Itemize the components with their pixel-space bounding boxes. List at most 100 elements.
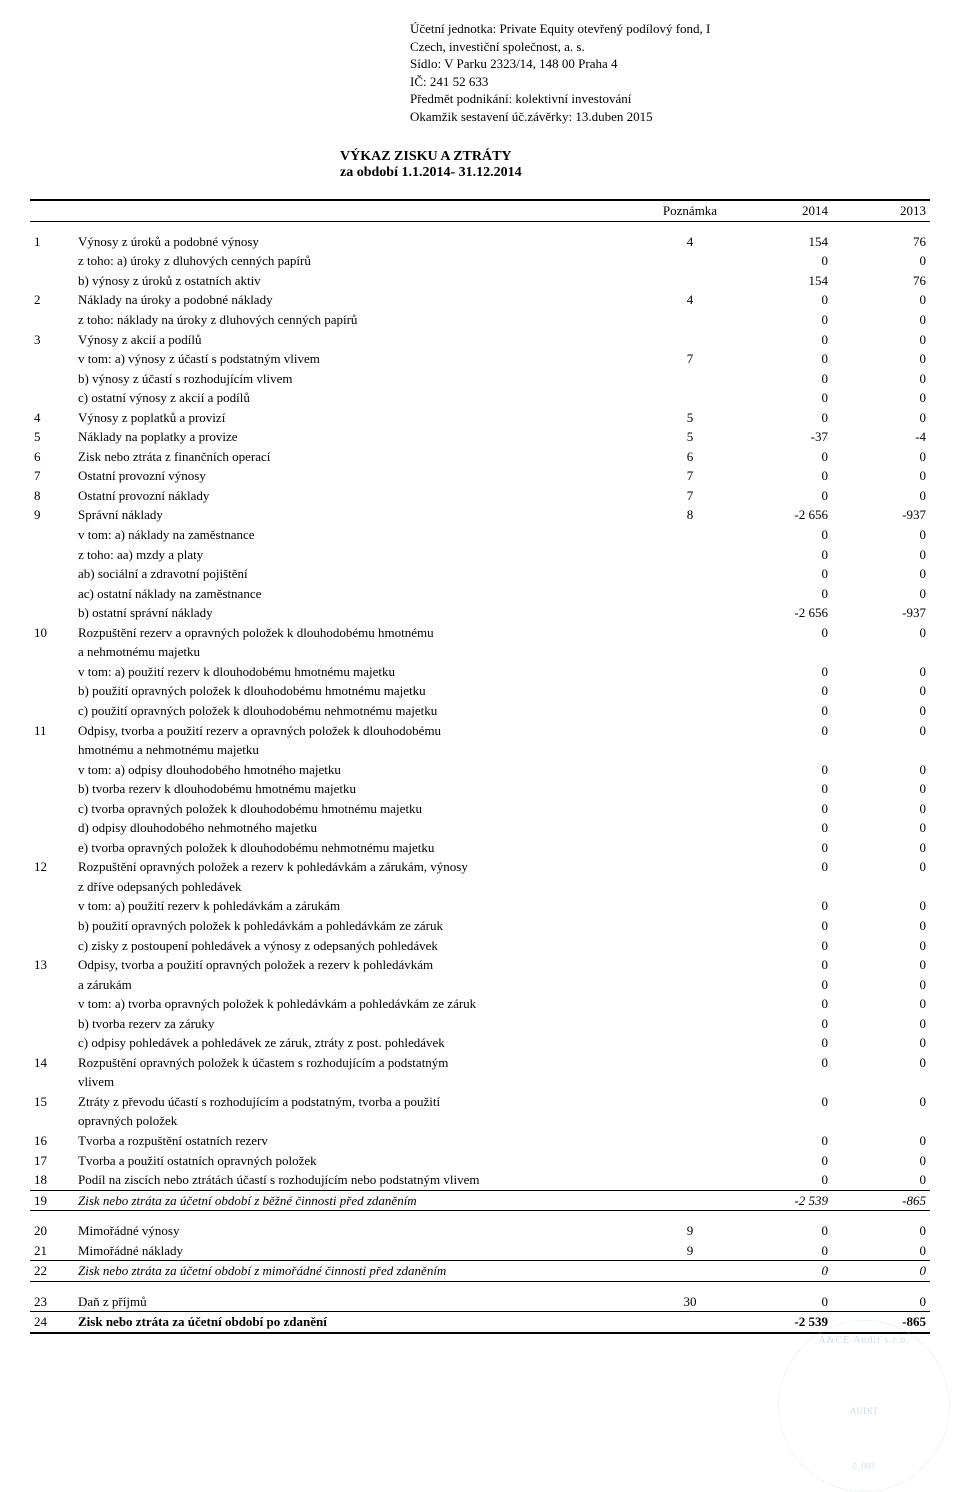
row-number: 20 (30, 1221, 74, 1241)
row-value-2014: -2 539 (734, 1312, 832, 1333)
row-value-2014: 0 (734, 1292, 832, 1312)
table-row: b) výnosy z úroků z ostatních aktiv15476 (30, 271, 930, 291)
row-value-2014: 0 (734, 1221, 832, 1241)
row-value-2014: 0 (734, 1131, 832, 1151)
row-value-2013: 0 (832, 896, 930, 916)
row-note (646, 799, 734, 819)
row-label: Zisk nebo ztráta z finančních operací (74, 447, 646, 467)
row-number (30, 760, 74, 780)
row-value-2014: 0 (734, 408, 832, 428)
row-value-2014: 0 (734, 779, 832, 799)
table-row: b) tvorba rezerv k dlouhodobému hmotnému… (30, 779, 930, 799)
row-number (30, 818, 74, 838)
row-value-2014: 0 (734, 955, 832, 975)
row-value-2013: 0 (832, 447, 930, 467)
row-label: Zisk nebo ztráta za účetní období z běžn… (74, 1190, 646, 1211)
row-number: 9 (30, 505, 74, 525)
row-number (30, 1072, 74, 1092)
row-note (646, 1170, 734, 1190)
row-value-2014: 0 (734, 975, 832, 995)
row-note: 8 (646, 505, 734, 525)
row-number (30, 681, 74, 701)
row-number: 22 (30, 1261, 74, 1282)
row-number (30, 740, 74, 760)
row-value-2013: 0 (832, 408, 930, 428)
row-note (646, 662, 734, 682)
table-row: z toho: aa) mzdy a platy00 (30, 545, 930, 565)
row-value-2013: 0 (832, 936, 930, 956)
table-row: 6Zisk nebo ztráta z finančních operací60… (30, 447, 930, 467)
table-row (30, 1211, 930, 1222)
row-value-2014: 154 (734, 232, 832, 252)
row-number: 3 (30, 330, 74, 350)
row-value-2014: 0 (734, 486, 832, 506)
table-row: 11Odpisy, tvorba a použití rezerv a opra… (30, 721, 930, 741)
row-value-2014: 0 (734, 857, 832, 877)
row-value-2013: 0 (832, 701, 930, 721)
row-number: 11 (30, 721, 74, 741)
income-statement-table: Poznámka 2014 2013 1Výnosy z úroků a pod… (30, 199, 930, 1334)
table-row: a zárukám00 (30, 975, 930, 995)
row-number (30, 975, 74, 995)
row-label: Náklady na úroky a podobné náklady (74, 290, 646, 310)
row-value-2013: 0 (832, 994, 930, 1014)
row-label: v tom: a) použití rezerv k dlouhodobému … (74, 662, 646, 682)
row-value-2014: 0 (734, 1261, 832, 1282)
table-row: b) ostatní správní náklady-2 656-937 (30, 603, 930, 623)
row-note (646, 330, 734, 350)
row-value-2013: 0 (832, 662, 930, 682)
row-note (646, 1014, 734, 1034)
table-row: d) odpisy dlouhodobého nehmotného majetk… (30, 818, 930, 838)
row-value-2013: 0 (832, 838, 930, 858)
row-number (30, 369, 74, 389)
table-row: z dříve odepsaných pohledávek (30, 877, 930, 897)
row-label: ab) sociální a zdravotní pojištění (74, 564, 646, 584)
row-value-2013: 0 (832, 1033, 930, 1053)
row-number: 16 (30, 1131, 74, 1151)
row-note: 4 (646, 232, 734, 252)
row-label: z dříve odepsaných pohledávek (74, 877, 646, 897)
row-label: Ostatní provozní náklady (74, 486, 646, 506)
table-row: z toho: náklady na úroky z dluhových cen… (30, 310, 930, 330)
row-value-2014: 0 (734, 369, 832, 389)
row-label: hmotnému a nehmotnému majetku (74, 740, 646, 760)
table-row: c) zisky z postoupení pohledávek a výnos… (30, 936, 930, 956)
row-number: 2 (30, 290, 74, 310)
row-number: 21 (30, 1241, 74, 1261)
row-label: Tvorba a rozpuštění ostatních rezerv (74, 1131, 646, 1151)
row-note (646, 1312, 734, 1333)
row-label: vlivem (74, 1072, 646, 1092)
row-label: c) ostatní výnosy z akcií a podílů (74, 388, 646, 408)
row-label: Zisk nebo ztráta za účetní období z mimo… (74, 1261, 646, 1282)
row-label: b) ostatní správní náklady (74, 603, 646, 623)
table-row: e) tvorba opravných položek k dlouhodobé… (30, 838, 930, 858)
table-row: 15Ztráty z převodu účastí s rozhodujícím… (30, 1092, 930, 1112)
table-row: 2Náklady na úroky a podobné náklady400 (30, 290, 930, 310)
row-label: Ztráty z převodu účastí s rozhodujícím a… (74, 1092, 646, 1112)
row-note (646, 388, 734, 408)
table-row: 8Ostatní provozní náklady700 (30, 486, 930, 506)
row-value-2013: 0 (832, 721, 930, 741)
table-row: 17Tvorba a použití ostatních opravných p… (30, 1151, 930, 1171)
row-value-2014: 0 (734, 623, 832, 643)
row-label: Správní náklady (74, 505, 646, 525)
row-label: opravných položek (74, 1111, 646, 1131)
table-row: 5Náklady na poplatky a provize5-37-4 (30, 427, 930, 447)
row-note (646, 681, 734, 701)
row-value-2013: 76 (832, 271, 930, 291)
entity-ic: IČ: 241 52 633 (410, 73, 930, 91)
row-note (646, 1072, 734, 1092)
row-note: 7 (646, 486, 734, 506)
table-row: hmotnému a nehmotnému majetku (30, 740, 930, 760)
row-number: 5 (30, 427, 74, 447)
row-value-2014: -2 539 (734, 1190, 832, 1211)
row-value-2013: -937 (832, 603, 930, 623)
row-value-2013: 0 (832, 251, 930, 271)
row-number (30, 936, 74, 956)
row-value-2014: 0 (734, 447, 832, 467)
row-label: Výnosy z úroků a podobné výnosy (74, 232, 646, 252)
row-value-2013: 0 (832, 310, 930, 330)
row-value-2013: 0 (832, 349, 930, 369)
audit-stamp: A&CE Audit s.r.o. AUDIT č. 007 (778, 1320, 950, 1492)
row-number (30, 662, 74, 682)
